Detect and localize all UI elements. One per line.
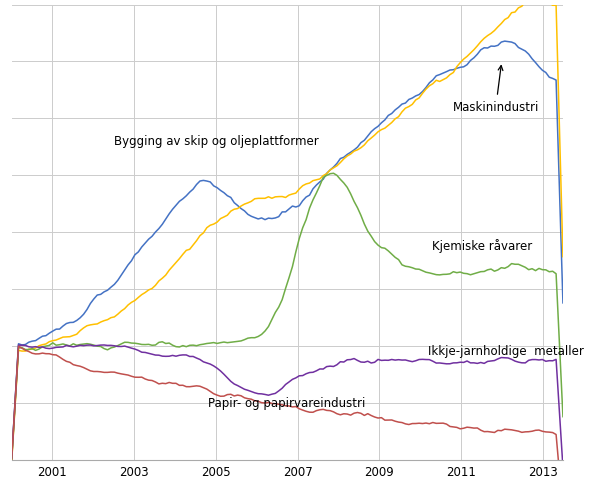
Text: Papir- og papirvareindustri: Papir- og papirvareindustri (208, 396, 365, 409)
Text: Ikkje-jarnholdige  metaller: Ikkje-jarnholdige metaller (428, 345, 584, 358)
Text: Maskinindustri: Maskinindustri (452, 66, 539, 114)
Text: Bygging av skip og oljeplattformer: Bygging av skip og oljeplattformer (114, 135, 319, 148)
Text: Kjemiske råvarer: Kjemiske råvarer (432, 239, 532, 253)
